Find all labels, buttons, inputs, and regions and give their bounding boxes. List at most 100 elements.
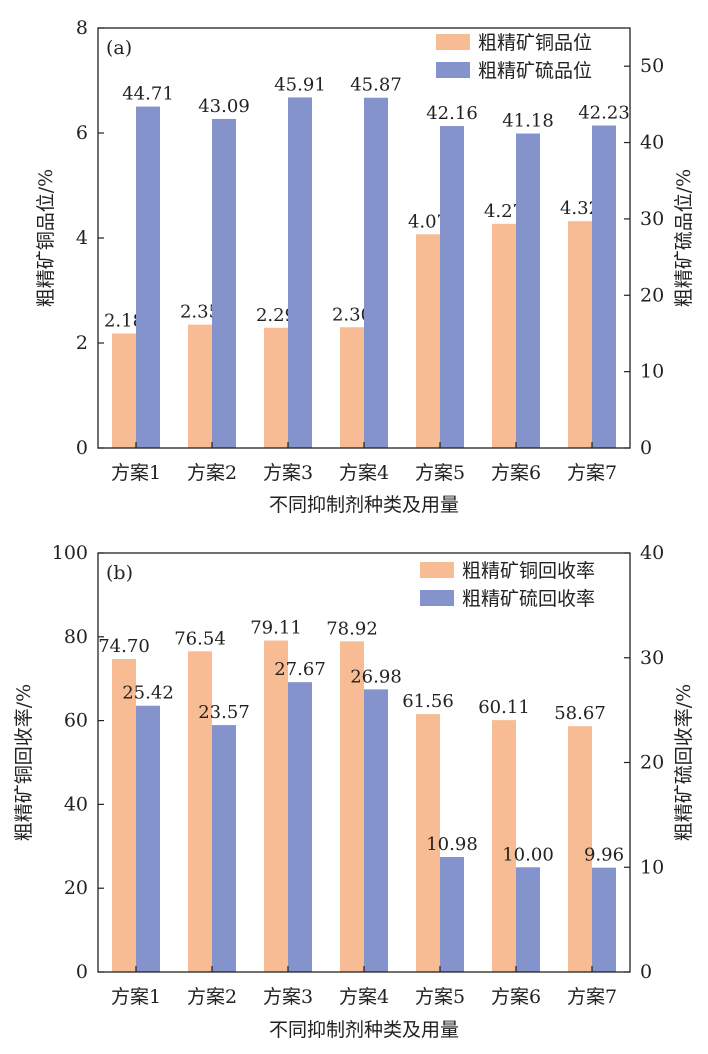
data-label-copper-5: 61.56 bbox=[402, 691, 454, 712]
data-label-sulfur-6: 41.18 bbox=[502, 111, 554, 132]
data-label-copper-1: 2.18 bbox=[104, 311, 144, 332]
legend-label-copper: 粗精矿铜品位 bbox=[478, 32, 592, 54]
bar-copper-3 bbox=[264, 640, 288, 972]
left-tick-label: 4 bbox=[76, 227, 88, 249]
data-label-copper-7: 4.32 bbox=[560, 198, 600, 219]
left-tick-label: 8 bbox=[76, 17, 88, 39]
legend-swatch-sulfur bbox=[436, 62, 470, 78]
data-label-sulfur-5: 42.16 bbox=[426, 103, 478, 124]
left-tick-label: 40 bbox=[64, 793, 88, 815]
bar-sulfur-2 bbox=[212, 118, 236, 448]
bar-copper-6 bbox=[492, 223, 516, 448]
left-tick-label: 100 bbox=[52, 542, 88, 564]
bar-copper-5 bbox=[416, 234, 440, 448]
legend-label-copper: 粗精矿铜回收率 bbox=[462, 560, 595, 582]
data-label-copper-3: 79.11 bbox=[250, 618, 302, 639]
x-tick-label-2: 方案2 bbox=[187, 462, 237, 484]
y-axis-label-right: 粗精矿硫品位/% bbox=[673, 169, 695, 307]
bar-sulfur-5 bbox=[440, 126, 464, 449]
panel-label: (b) bbox=[106, 562, 133, 584]
bar-sulfur-6 bbox=[516, 133, 540, 448]
right-tick-label: 40 bbox=[640, 542, 664, 564]
bar-sulfur-1 bbox=[136, 705, 160, 972]
y-axis-label-left: 粗精矿铜回收率/% bbox=[13, 684, 35, 841]
x-tick-label-1: 方案1 bbox=[111, 462, 161, 484]
right-tick-label: 50 bbox=[640, 55, 664, 77]
left-tick-label: 60 bbox=[64, 710, 88, 732]
left-tick-label: 6 bbox=[76, 122, 88, 144]
bar-copper-1 bbox=[112, 333, 136, 448]
y-axis-label-left: 粗精矿铜品位/% bbox=[35, 169, 57, 307]
data-label-sulfur-3: 45.91 bbox=[274, 74, 326, 95]
data-label-sulfur-2: 23.57 bbox=[198, 702, 250, 723]
bar-copper-4 bbox=[340, 641, 364, 972]
bar-sulfur-7 bbox=[592, 867, 616, 972]
bar-sulfur-1 bbox=[136, 106, 160, 448]
x-axis-label: 不同抑制剂种类及用量 bbox=[269, 494, 459, 516]
data-label-sulfur-5: 10.98 bbox=[426, 834, 478, 855]
bar-sulfur-4 bbox=[364, 689, 388, 972]
data-label-sulfur-1: 25.42 bbox=[122, 683, 174, 704]
y-axis-label-right: 粗精矿硫回收率/% bbox=[673, 684, 695, 841]
bar-copper-4 bbox=[340, 327, 364, 448]
left-tick-label: 0 bbox=[76, 437, 88, 459]
bar-copper-7 bbox=[568, 221, 592, 448]
legend-swatch-copper bbox=[436, 34, 470, 50]
bar-copper-2 bbox=[188, 651, 212, 972]
right-tick-label: 20 bbox=[640, 752, 664, 774]
data-label-copper-2: 76.54 bbox=[174, 628, 226, 649]
data-label-sulfur-1: 44.71 bbox=[122, 84, 174, 105]
data-label-copper-5: 4.07 bbox=[408, 211, 448, 232]
bar-copper-6 bbox=[492, 720, 516, 972]
bar-copper-5 bbox=[416, 714, 440, 972]
right-tick-label: 10 bbox=[640, 856, 664, 878]
left-tick-label: 0 bbox=[76, 961, 88, 983]
left-tick-label: 80 bbox=[64, 626, 88, 648]
data-label-copper-2: 2.35 bbox=[180, 302, 220, 323]
bar-copper-7 bbox=[568, 726, 592, 972]
right-tick-label: 30 bbox=[640, 208, 664, 230]
right-tick-label: 20 bbox=[640, 284, 664, 306]
bar-copper-1 bbox=[112, 659, 136, 972]
x-tick-label-1: 方案1 bbox=[111, 986, 161, 1008]
legend-label-sulfur: 粗精矿硫品位 bbox=[478, 60, 592, 82]
bar-sulfur-4 bbox=[364, 97, 388, 448]
bar-sulfur-5 bbox=[440, 856, 464, 972]
chart-panel-a: 2.18 2.35 2.29 2.304.07 4.27 4.3244.7143.0945… bbox=[35, 17, 695, 516]
data-label-sulfur-4: 26.98 bbox=[350, 666, 402, 687]
bar-copper-3 bbox=[264, 327, 288, 448]
x-tick-label-7: 方案7 bbox=[567, 462, 617, 484]
right-tick-label: 30 bbox=[640, 647, 664, 669]
x-tick-label-6: 方案6 bbox=[491, 986, 541, 1008]
bar-sulfur-6 bbox=[516, 867, 540, 972]
data-label-copper-1: 74.70 bbox=[98, 636, 150, 657]
legend-swatch-copper bbox=[420, 562, 454, 578]
x-tick-label-5: 方案5 bbox=[415, 986, 465, 1008]
chart-panel-b: 74.70 76.54 79.11 78.92 61.56 60.11 58.67 25.42… bbox=[13, 542, 695, 1041]
data-label-copper-4: 2.30 bbox=[332, 304, 372, 325]
right-tick-label: 0 bbox=[640, 961, 652, 983]
data-label-copper-6: 60.11 bbox=[478, 697, 530, 718]
panel-label: (a) bbox=[106, 37, 132, 59]
data-label-copper-7: 58.67 bbox=[554, 703, 606, 724]
x-tick-label-4: 方案4 bbox=[339, 986, 389, 1008]
x-tick-label-5: 方案5 bbox=[415, 462, 465, 484]
right-tick-label: 40 bbox=[640, 132, 664, 154]
data-label-copper-3: 2.29 bbox=[256, 305, 296, 326]
data-label-sulfur-2: 43.09 bbox=[198, 96, 250, 117]
right-tick-label: 10 bbox=[640, 361, 664, 383]
x-tick-label-4: 方案4 bbox=[339, 462, 389, 484]
data-label-copper-4: 78.92 bbox=[326, 618, 378, 639]
legend-swatch-sulfur bbox=[420, 590, 454, 606]
data-label-sulfur-4: 45.87 bbox=[350, 75, 402, 96]
x-tick-label-7: 方案7 bbox=[567, 986, 617, 1008]
bar-sulfur-3 bbox=[288, 682, 312, 972]
data-label-sulfur-7: 9.96 bbox=[584, 845, 624, 866]
right-tick-label: 0 bbox=[640, 437, 652, 459]
left-tick-label: 2 bbox=[76, 332, 88, 354]
x-tick-label-2: 方案2 bbox=[187, 986, 237, 1008]
bar-sulfur-2 bbox=[212, 725, 236, 972]
bar-sulfur-7 bbox=[592, 125, 616, 449]
x-tick-label-6: 方案6 bbox=[491, 462, 541, 484]
